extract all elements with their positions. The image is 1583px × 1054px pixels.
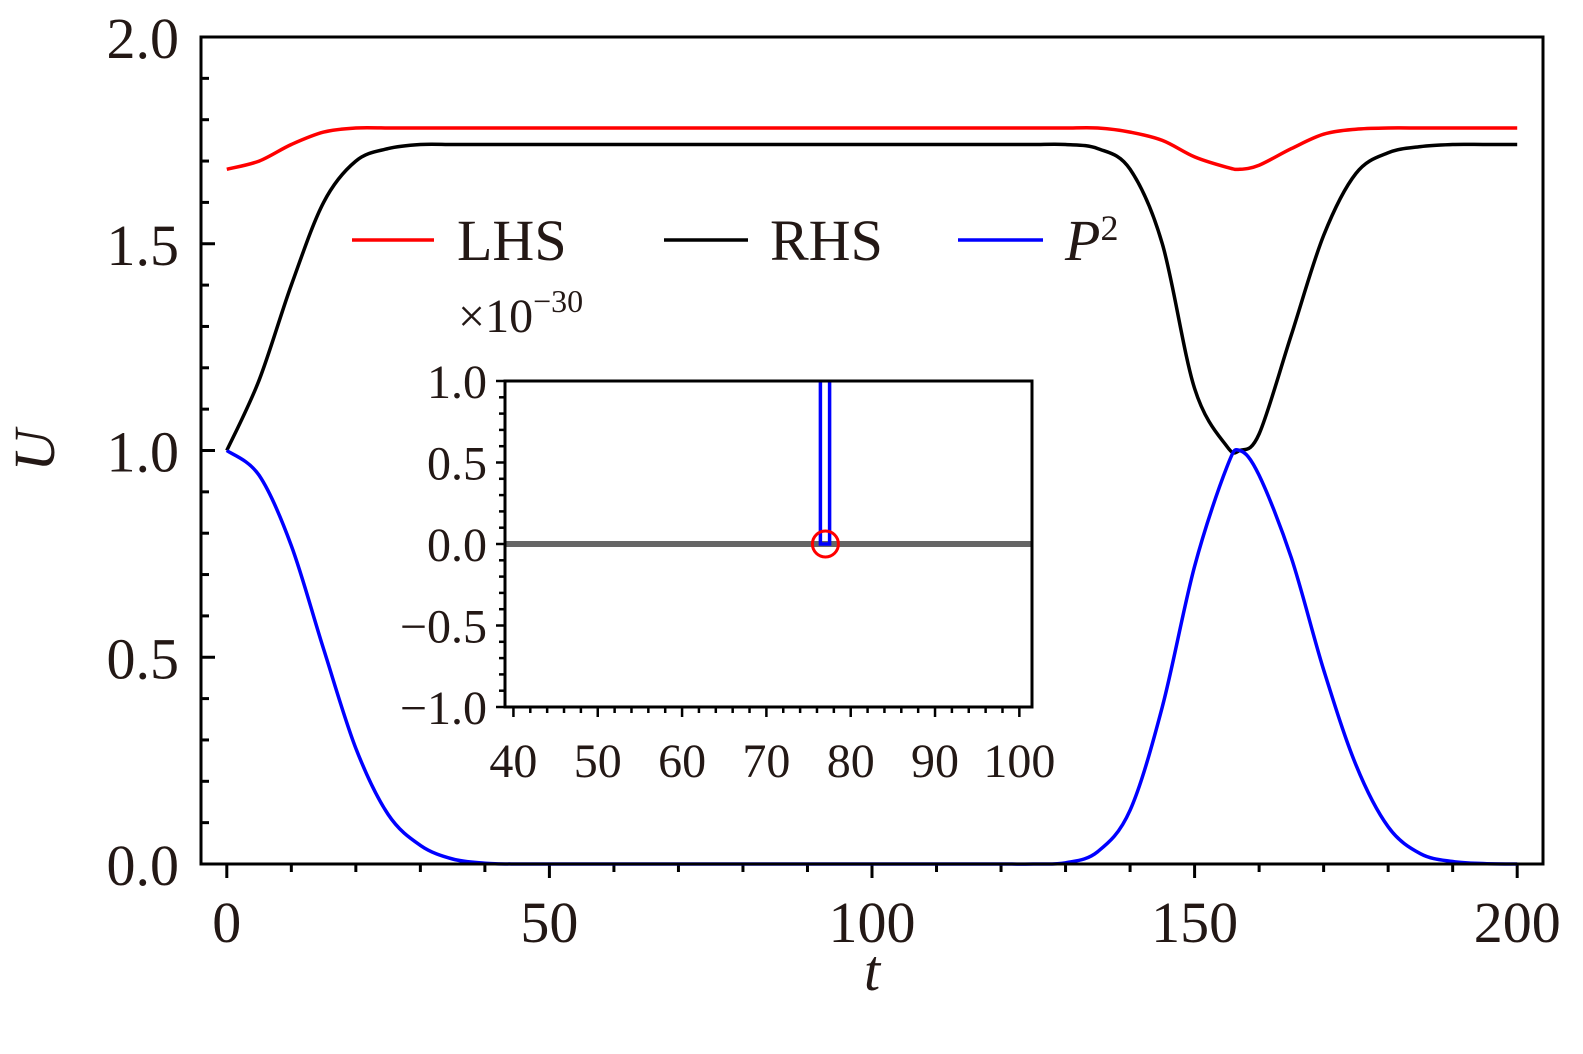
inset-x-tick-label: 70 xyxy=(742,735,790,788)
legend: LHS RHS P2 xyxy=(352,208,1118,273)
series-line-rhs xyxy=(225,142,1518,455)
inset-y-tick-label: 0.0 xyxy=(427,519,487,572)
inset-spike-line xyxy=(818,381,832,546)
inset-x-tick-label: 80 xyxy=(827,735,875,788)
x-tick-label: 50 xyxy=(520,890,578,955)
inset-x-tick-label: 90 xyxy=(911,735,959,788)
inset-x-tick-label: 40 xyxy=(489,735,537,788)
x-tick-label: 200 xyxy=(1474,890,1561,955)
inset-frame xyxy=(503,379,1034,709)
inset-y-multiplier: ×10−30 xyxy=(458,283,583,343)
main-plot: 0.0 0.5 1.0 1.5 2.0 0 50 100 150 200 t U xyxy=(2,6,1561,1003)
series-line-p xyxy=(225,448,1518,866)
x-tick-label: 100 xyxy=(829,890,916,955)
inset-x-tick-label: 100 xyxy=(983,735,1055,788)
series-line-lhs xyxy=(226,125,1518,172)
inset-highlight-circle xyxy=(810,529,840,559)
inset-x-tick-label: 50 xyxy=(574,735,622,788)
inset-y-tick-label: 1.0 xyxy=(427,356,487,409)
legend-label: LHS xyxy=(457,208,567,273)
inset-y-tick-label: −1.0 xyxy=(400,682,487,735)
inset-plot: −1.0 −0.5 0.0 0.5 1.0 40 50 60 70 80 90 100 ×10−30 xyxy=(400,283,1055,788)
inset-x-tick-label: 60 xyxy=(658,735,706,788)
inset-y-tick-label: −0.5 xyxy=(400,601,487,654)
y-tick-label: 0.5 xyxy=(107,626,180,691)
x-tick-label: 150 xyxy=(1151,890,1238,955)
x-axis-label: t xyxy=(864,938,882,1003)
y-tick-label: 1.0 xyxy=(107,420,180,485)
legend-label: RHS xyxy=(770,208,883,273)
y-tick-label: 1.5 xyxy=(107,213,180,278)
inset-y-tick-label: 0.5 xyxy=(427,438,487,491)
legend-label: P2 xyxy=(1064,208,1118,273)
plot-frame xyxy=(199,35,1545,866)
x-tick-label: 0 xyxy=(212,890,241,955)
y-tick-label: 0.0 xyxy=(107,833,180,898)
y-axis-label: U xyxy=(2,425,67,471)
y-tick-label: 2.0 xyxy=(107,6,180,71)
